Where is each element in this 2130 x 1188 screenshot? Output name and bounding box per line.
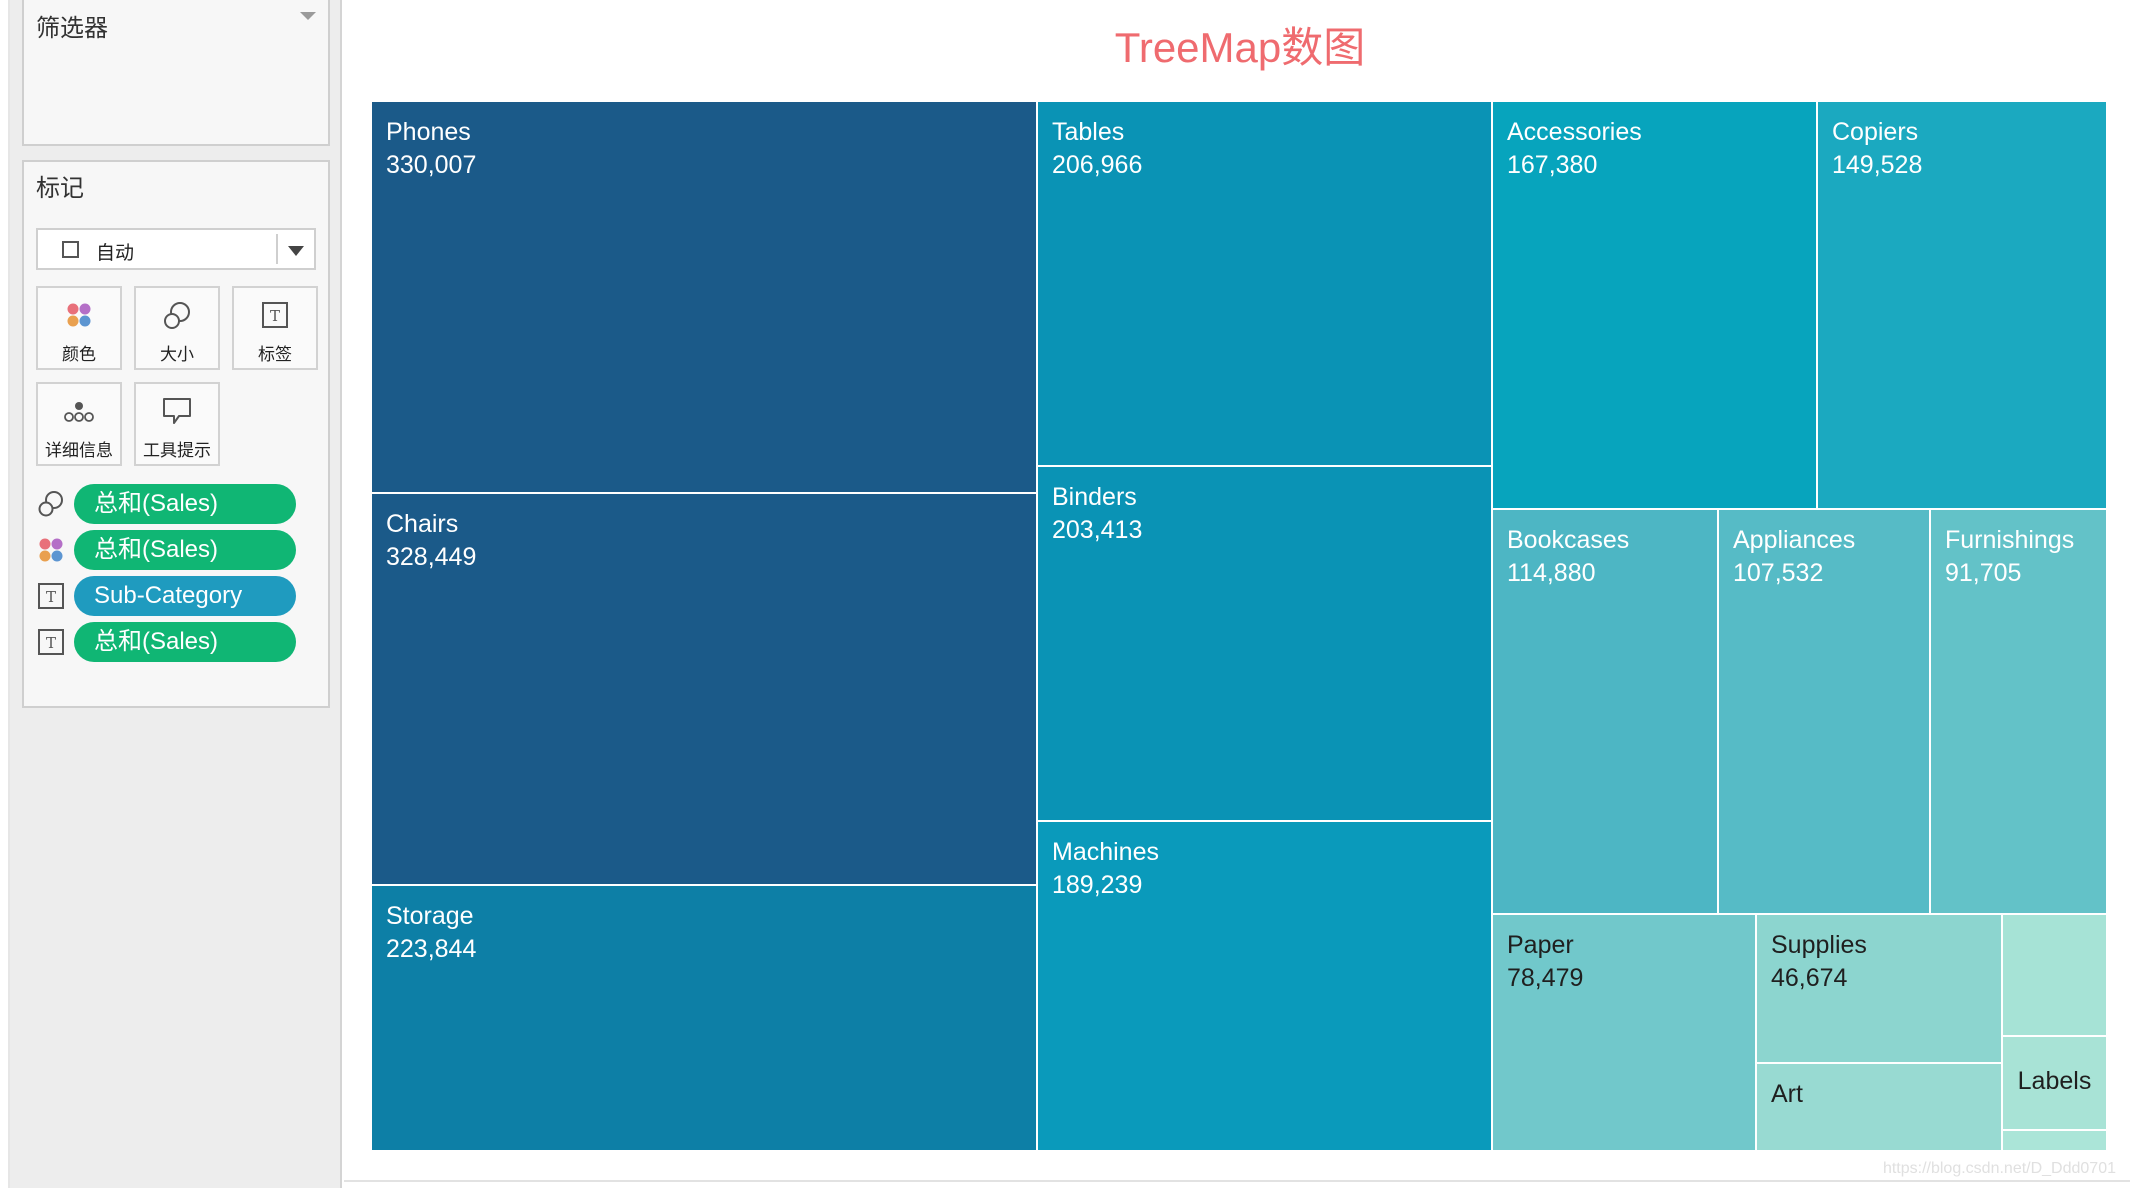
tile-label: Binders [1052,483,1137,511]
treemap-tile[interactable]: Paper 78,479 [1493,915,1757,1152]
tile-label: Art [1771,1080,1803,1108]
marks-card: 标记 自动 颜色 [22,160,330,708]
dropdown-separator [276,234,278,264]
tile-value-label: 189,239 [1052,871,1143,899]
svg-text:T: T [46,588,56,606]
label-category-pill[interactable]: Sub-Category [74,576,296,616]
tile-value-label: 223,844 [386,935,477,963]
color-button-label: 颜色 [62,345,96,365]
watermark: https://blog.csdn.net/D_Ddd0701 [1882,1160,2116,1177]
chart-title: TreeMap数图 [1114,24,1366,71]
tile-value-label: 78,479 [1507,964,1584,992]
view-border [344,1180,2130,1182]
size-button[interactable]: 大小 [134,286,220,370]
filters-card-title: 筛选器 [36,14,108,42]
tile-value-label: 330,007 [386,151,477,179]
tile-value-label: 149,528 [1832,151,1923,179]
treemap-chart[interactable]: Phones 330,007 Chairs 328,449 Storage 223,844… [372,102,2108,1152]
label-icon: T [36,627,66,657]
treemap-tile[interactable] [2003,1131,2108,1152]
treemap-tile[interactable]: Art [1757,1064,2003,1152]
label-sales-pill[interactable]: 总和(Sales) [74,622,296,662]
treemap-tile[interactable]: Appliances 107,532 [1719,510,1931,915]
tile-label: Chairs [386,510,459,538]
color-dots-icon [38,300,120,330]
treemap-tile[interactable]: Bookcases 114,880 [1493,510,1719,915]
tile-label: Supplies [1771,931,1867,959]
tile-label: Appliances [1733,526,1856,554]
treemap-tile[interactable]: Tables 206,966 [1038,102,1493,467]
tile-label: Copiers [1832,118,1919,146]
treemap-tile[interactable]: Machines 189,239 [1038,822,1493,1152]
label-icon: T [234,300,316,330]
tile-label: Tables [1052,118,1125,146]
treemap-tile[interactable] [2003,915,2108,1037]
tile-value-label: 107,532 [1733,559,1824,587]
tooltip-button-label: 工具提示 [143,441,211,461]
shelf-row-color[interactable]: 总和(Sales) [36,530,326,570]
tile-label: Furnishings [1945,526,2075,554]
marks-card-title: 标记 [36,174,84,202]
treemap-tile[interactable]: Storage 223,844 [372,886,1038,1152]
svg-text:T: T [46,634,56,652]
treemap-tile[interactable]: Labels [2003,1037,2108,1131]
tile-value-label: 328,449 [386,543,477,571]
detail-button-label: 详细信息 [45,441,113,461]
treemap-tile[interactable]: Chairs 328,449 [372,494,1038,886]
size-field-pill[interactable]: 总和(Sales) [74,484,296,524]
color-field-pill[interactable]: 总和(Sales) [74,530,296,570]
color-button[interactable]: 颜色 [36,286,122,370]
label-icon: T [36,581,66,611]
treemap-tile[interactable]: Copiers 149,528 [1818,102,2108,510]
treemap-tile[interactable]: Phones 330,007 [372,102,1038,494]
tile-label: Paper [1507,931,1574,959]
tile-label: Machines [1052,838,1159,866]
svg-text:T: T [270,307,280,325]
shelf-row-label-sales[interactable]: T 总和(Sales) [36,622,326,662]
mark-type-label: 自动 [96,242,135,264]
chevron-down-icon[interactable] [288,246,304,256]
tile-label: Storage [386,902,474,930]
label-button[interactable]: T 标签 [232,286,318,370]
treemap-tile[interactable]: Supplies 46,674 [1757,915,2003,1064]
treemap-tile[interactable]: Furnishings 91,705 [1931,510,2108,915]
filters-card[interactable]: 筛选器 [22,0,330,146]
tile-label: Phones [386,118,471,146]
shelf-row-label-category[interactable]: T Sub-Category [36,576,326,616]
color-dots-icon [36,535,66,565]
shelf-row-size[interactable]: 总和(Sales) [36,484,326,524]
detail-dots-icon [38,396,120,426]
size-icon [136,300,218,330]
label-button-label: 标签 [258,345,292,365]
tile-value-label: 206,966 [1052,151,1143,179]
tooltip-button[interactable]: 工具提示 [134,382,220,466]
tile-value-label: 91,705 [1945,559,2022,587]
size-icon [36,489,66,519]
tile-label: Labels [2017,1067,2092,1095]
tile-value-label: 203,413 [1052,516,1143,544]
tile-value-label: 167,380 [1507,151,1598,179]
mark-type-dropdown[interactable]: 自动 [36,228,316,270]
tile-value-label: 46,674 [1771,964,1848,992]
detail-button[interactable]: 详细信息 [36,382,122,466]
treemap-tile[interactable]: Binders 203,413 [1038,467,1493,822]
window-edge [8,0,10,1188]
tooltip-icon [136,396,218,426]
tile-label: Accessories [1507,118,1642,146]
pane-divider[interactable] [340,0,342,1188]
tile-label: Bookcases [1507,526,1630,554]
size-button-label: 大小 [160,345,194,365]
filters-menu-caret-icon[interactable] [300,12,316,20]
tile-value-label: 114,880 [1507,559,1596,587]
treemap-tile[interactable]: Accessories 167,380 [1493,102,1818,510]
mark-type-square-icon [62,241,79,258]
